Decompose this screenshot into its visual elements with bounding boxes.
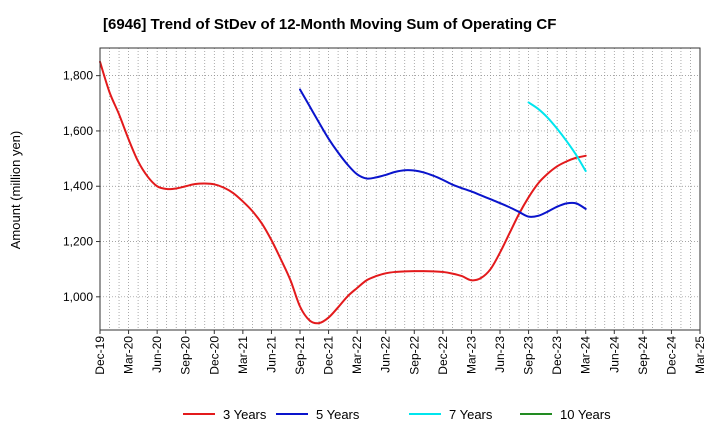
x-tick-label: Dec-20 [207,336,221,375]
x-tick-label: Jun-23 [493,336,507,373]
legend: 3 Years 5 Years 7 Years 10 Years [183,407,611,422]
legend-label: 3 Years [223,407,267,422]
y-tick-label: 1,800 [63,69,93,83]
y-tick-label: 1,000 [63,290,93,304]
x-tick-label: Jun-22 [379,336,393,373]
y-tick-label: 1,200 [63,235,93,249]
x-tick-label: Dec-24 [664,336,678,375]
grid [100,48,700,330]
x-tick-label: Dec-21 [322,336,336,375]
x-tick-label: Mar-21 [236,336,250,374]
x-tick-label: Sep-23 [522,336,536,375]
series-line-3-years [99,60,587,325]
x-tick-label: Jun-24 [607,336,621,373]
x-tick-label: Dec-19 [93,336,107,375]
x-tick-label: Mar-20 [122,336,136,374]
y-tick-label: 1,600 [63,124,93,138]
x-tick-label: Mar-25 [693,336,707,374]
legend-label: 10 Years [560,407,611,422]
x-tick-label: Mar-24 [579,336,593,374]
y-axis-ticks: 1,000 1,200 1,400 1,600 1,800 [63,69,100,304]
x-tick-label: Sep-21 [293,336,307,375]
x-tick-label: Mar-23 [464,336,478,374]
legend-label: 7 Years [449,407,493,422]
x-tick-label: Sep-24 [636,336,650,375]
x-tick-label: Dec-23 [550,336,564,375]
y-tick-label: 1,400 [63,179,93,193]
y-axis-label: Amount (million yen) [8,131,23,250]
x-tick-label: Sep-20 [179,336,193,375]
chart-title: [6946] Trend of StDev of 12-Month Moving… [103,16,556,33]
x-tick-label: Mar-22 [350,336,364,374]
x-tick-label: Dec-22 [436,336,450,375]
plot-frame [99,47,701,331]
x-tick-label: Jun-20 [150,336,164,373]
series-line-5-years [299,88,587,218]
legend-label: 5 Years [316,407,360,422]
x-tick-label: Sep-22 [407,336,421,375]
series-lines [99,60,587,325]
x-axis-ticks: Dec-19 Mar-20 Jun-20 Sep-20 Dec-20 Mar-21 Jun-… [93,330,707,375]
x-tick-label: Jun-21 [264,336,278,373]
series-line-7-years [527,101,587,173]
